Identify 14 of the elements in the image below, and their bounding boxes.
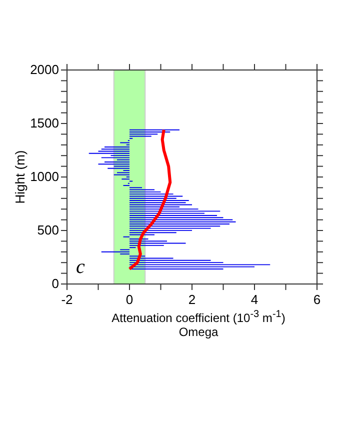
x-tick-label: 0: [126, 292, 134, 307]
x-axis-title: Attenuation coefficient (10$^{-3}$ m$^{-1}$): [110, 308, 286, 325]
y-tick-label: 500: [37, 222, 59, 238]
y-axis-title: Hight (m): [12, 150, 28, 204]
x-tick-label: 6: [313, 292, 321, 307]
text: Omega: [178, 325, 220, 339]
y-tick-label: 1500: [30, 116, 59, 130]
x-tick-label: 4: [250, 292, 258, 307]
y-tick-label: 1000: [30, 169, 59, 184]
y-tick-label: 2000: [30, 62, 59, 77]
annotation: c: [76, 256, 85, 279]
x-tick-label: -2: [61, 292, 73, 307]
y-tick-label: 0: [52, 276, 59, 291]
x-tick-label: 2: [188, 292, 196, 307]
